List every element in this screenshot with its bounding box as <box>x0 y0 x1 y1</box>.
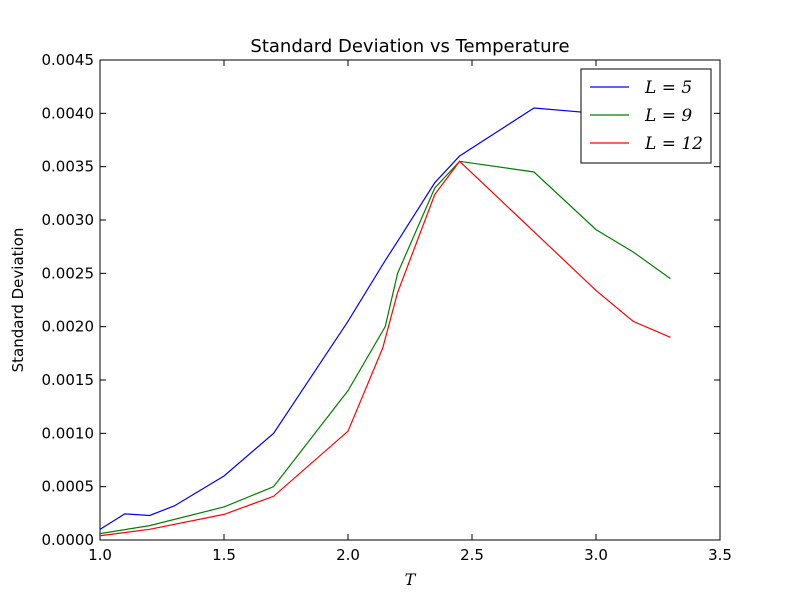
legend-label-2: L = 12 <box>644 134 703 154</box>
legend-box <box>580 68 712 164</box>
series-line-0 <box>99 107 671 530</box>
chart-title: Standard Deviation vs Temperature <box>250 36 569 57</box>
x-tick-label: 3.5 <box>708 546 732 564</box>
x-tick-label: 1.5 <box>212 546 236 564</box>
y-tick-label: 0.0035 <box>42 158 95 176</box>
series-line-2 <box>99 160 671 537</box>
series-lines <box>99 107 671 537</box>
x-tick-label: 2.5 <box>460 546 484 564</box>
y-tick-label: 0.0000 <box>42 531 95 549</box>
series-line-1 <box>99 160 671 535</box>
y-tick-label: 0.0010 <box>42 424 95 442</box>
x-tick-label: 2.0 <box>336 546 360 564</box>
y-tick-label: 0.0045 <box>42 51 95 69</box>
x-tick-label: 1.0 <box>88 546 112 564</box>
y-axis-label: Standard Deviation <box>9 228 27 373</box>
y-tick-label: 0.0005 <box>42 478 95 496</box>
y-tick-label: 0.0030 <box>42 211 95 229</box>
plot-area-frame <box>99 59 721 541</box>
x-tick-label: 3.0 <box>584 546 608 564</box>
y-axis-tick-labels: 0.0000 0.0005 0.0010 0.0015 0.0020 0.0025 0.00… <box>42 51 95 549</box>
legend-label-0: L = 5 <box>644 78 692 98</box>
y-tick-label: 0.0020 <box>42 318 95 336</box>
x-axis-label: T <box>405 570 417 589</box>
legend-label-1: L = 9 <box>644 106 692 126</box>
y-tick-label: 0.0040 <box>42 104 95 122</box>
axis-ticks <box>99 59 721 541</box>
y-tick-label: 0.0015 <box>42 371 95 389</box>
y-tick-label: 0.0025 <box>42 264 95 282</box>
x-axis-tick-labels: 1.0 1.5 2.0 2.5 3.0 3.5 <box>88 546 732 564</box>
legend: L = 5 L = 9 L = 12 <box>580 68 712 164</box>
